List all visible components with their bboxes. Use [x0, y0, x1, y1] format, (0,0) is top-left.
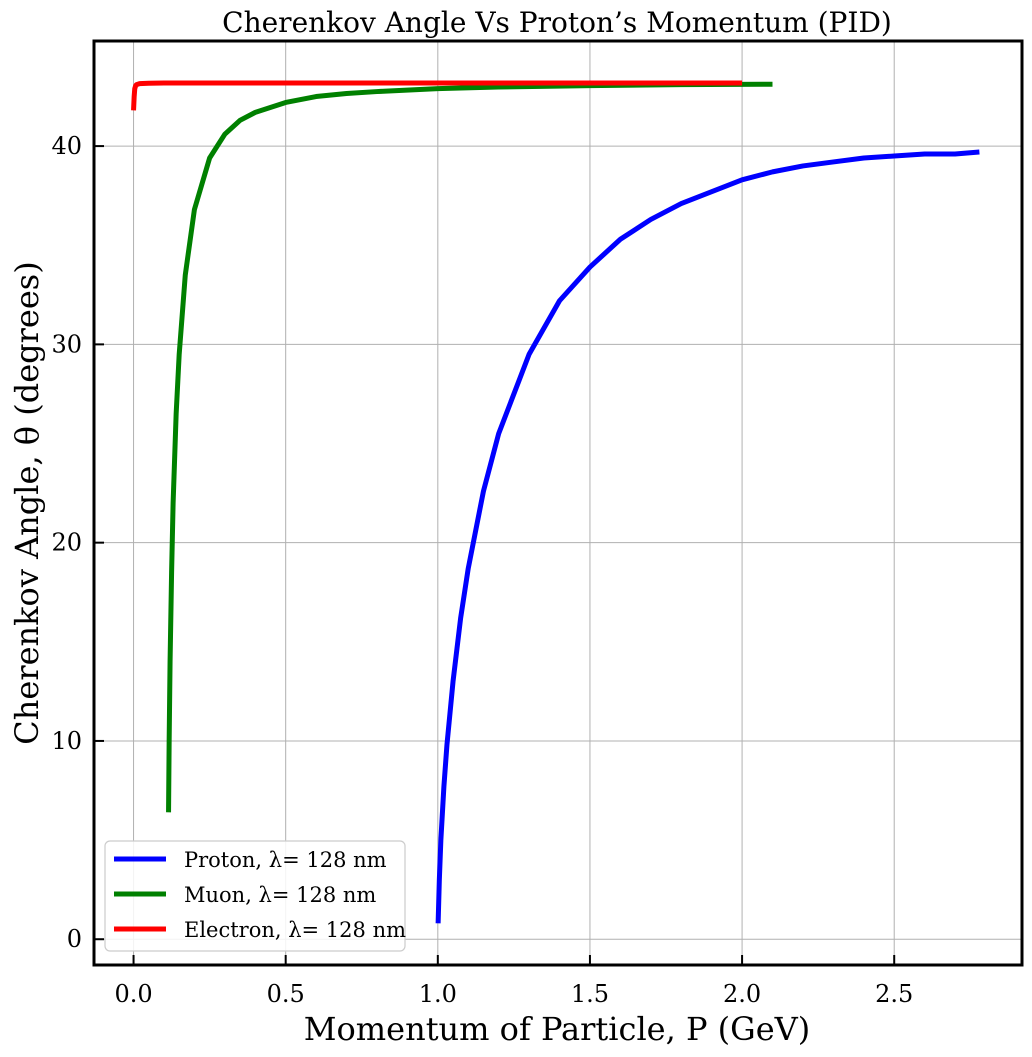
series-layer [131, 80, 980, 924]
legend-label-muon: Muon, λ= 128 nm [184, 883, 376, 907]
x-tick-label: 0.5 [267, 980, 305, 1008]
x-axis-label: Momentum of Particle, P (GeV) [304, 1010, 810, 1048]
y-tick-label: 0 [67, 925, 82, 953]
y-axis-label: Cherenkov Angle, θ (degrees) [8, 261, 46, 744]
grid [94, 41, 1022, 965]
legend-label-electron: Electron, λ= 128 nm [184, 918, 406, 942]
x-tick-label: 0.0 [114, 980, 152, 1008]
chart-title: Cherenkov Angle Vs Proton’s Momentum (PI… [222, 6, 892, 39]
series-line-electron [131, 80, 743, 111]
y-tick-label: 20 [51, 529, 82, 557]
y-tick-label: 40 [51, 132, 82, 160]
y-tick-label: 30 [51, 330, 82, 358]
legend-label-proton: Proton, λ= 128 nm [184, 848, 387, 872]
series-line-muon [166, 81, 773, 813]
legend: Proton, λ= 128 nm Muon, λ= 128 nm Electron… [104, 840, 406, 952]
legend-box [104, 840, 406, 952]
x-tick-label: 2.5 [875, 980, 913, 1008]
x-tick-label: 1.5 [571, 980, 609, 1008]
plot-frame [92, 39, 1024, 967]
ticks: 0.0 0.5 1.0 1.5 2.0 2.5 0 10 20 30 40 [51, 132, 913, 1008]
x-tick-label: 1.0 [419, 980, 457, 1008]
x-tick-label: 2.0 [723, 980, 761, 1008]
series-line-proton [435, 149, 980, 924]
y-tick-label: 10 [51, 727, 82, 755]
